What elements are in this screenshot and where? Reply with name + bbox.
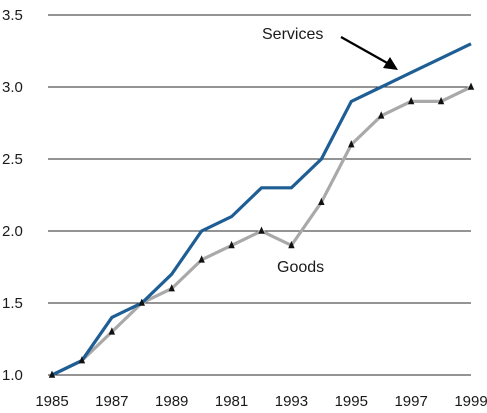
y-tick-label: 1.5 [2,295,23,312]
annotation-arrow-line [340,36,390,65]
annotations: Services Goods [262,26,398,276]
series-lines [51,42,472,377]
x-tick-label: 1985 [35,393,68,410]
y-tick-label: 2.0 [2,223,23,240]
series-markers [48,82,475,378]
y-tick-label: 3.5 [2,7,23,24]
data-point-marker [228,240,235,249]
x-tick-label: 1999 [454,393,487,410]
x-tick-label: 1989 [155,393,188,410]
y-tick-label: 1.0 [2,367,23,384]
data-point-marker [407,96,415,105]
y-tick-label: 2.5 [2,151,23,168]
x-tick-label: 1995 [335,393,368,410]
data-point-marker [138,298,145,306]
data-point-marker [258,226,265,234]
data-point-marker [318,197,325,205]
y-tick-label: 3.0 [2,79,23,96]
gridlines [48,14,471,376]
data-point-marker [348,140,355,148]
y-axis-tick-labels: 1.0 1.5 2.0 2.5 3.0 3.5 [2,7,23,384]
x-tick-label: 1993 [275,393,308,410]
data-point-marker [437,96,445,105]
x-tick-label: 1997 [394,393,427,410]
data-point-marker [78,356,86,364]
annotation-arrow-head [383,57,398,70]
data-point-marker [48,370,56,378]
annotation-goods: Goods [277,259,324,276]
data-point-marker [108,327,116,335]
data-point-marker [288,240,295,249]
data-point-marker [378,111,385,119]
x-axis-tick-labels: 1985 1987 1989 1981 1993 1995 1997 1999 [35,393,487,410]
data-point-marker [198,255,205,263]
data-point-marker [168,284,175,292]
x-tick-label: 1981 [215,393,248,410]
x-tick-label: 1987 [95,393,128,410]
series-line-services [51,42,472,377]
data-point-marker [467,82,475,90]
annotation-services: Services [262,26,323,43]
